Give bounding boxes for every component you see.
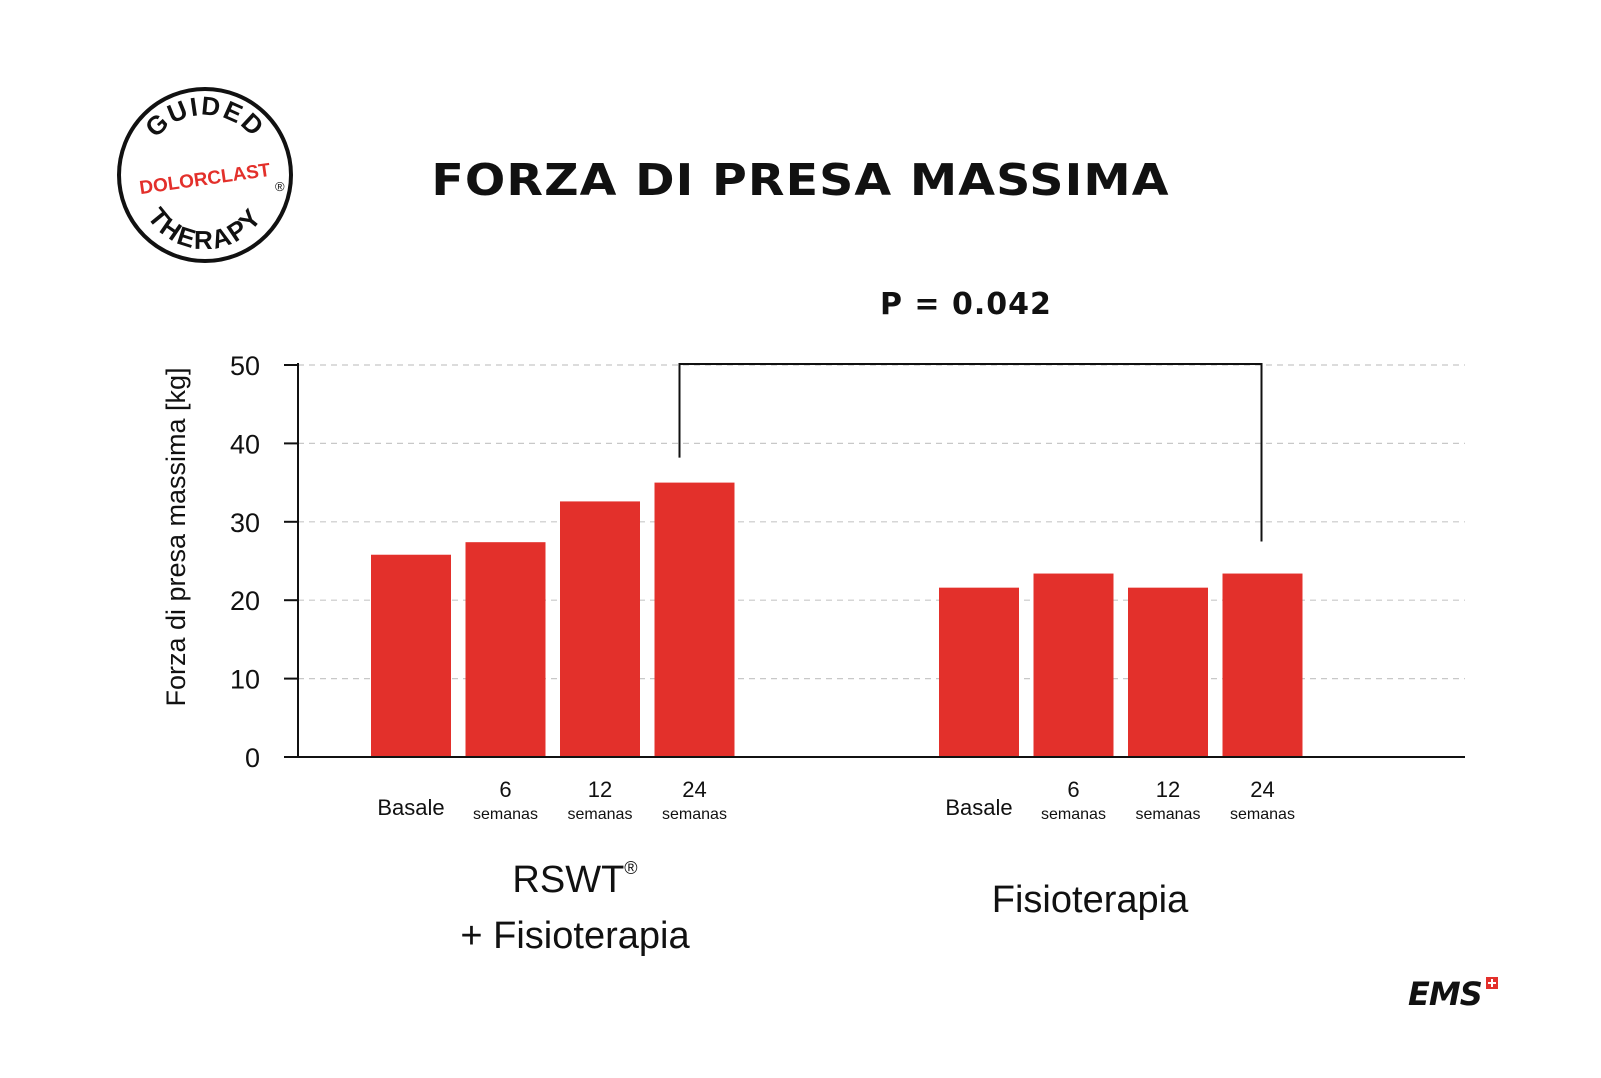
bracket-line	[678, 363, 1263, 542]
guided-dolorclast-therapy-logo: GUIDED DOLORCLAST THERAPY ®	[117, 87, 293, 263]
ems-brand-name: EMS	[1408, 975, 1483, 1013]
swiss-cross-icon	[1485, 977, 1498, 989]
y-ticks: 0 10 20 30 40 50	[230, 351, 298, 773]
x-tick-labels: Basale 6 semanas 12 semanas 24 semanas Basale 6 s…	[377, 777, 1295, 823]
x-tick-label-number: 24	[682, 777, 706, 802]
x-tick-label-unit: semanas	[568, 806, 633, 823]
bar	[560, 501, 640, 757]
x-tick-label-number: 6	[1067, 777, 1079, 802]
registered-mark: ®	[624, 858, 638, 878]
group-label-fisioterapia-line1: Fisioterapia	[991, 879, 1189, 921]
ems-logo: EMS	[1408, 975, 1498, 1013]
chart-title: FORZA DI PRESA MASSIMA	[431, 155, 1170, 206]
x-tick-label-number: 24	[1250, 777, 1274, 802]
group-label-rswt-line1: RSWT	[512, 859, 625, 901]
group-label-rswt: RSWT® + Fisioterapia	[400, 840, 750, 964]
x-tick-label: Basale	[377, 795, 444, 820]
bars	[371, 482, 1303, 757]
bar	[371, 554, 451, 757]
y-tick-label: 40	[230, 429, 260, 459]
x-tick-label-unit: semanas	[473, 806, 538, 823]
group-label-rswt-line2: + Fisioterapia	[460, 915, 690, 957]
y-tick-label: 30	[230, 508, 260, 538]
x-tick-label-unit: semanas	[1230, 806, 1295, 823]
bar	[939, 587, 1019, 757]
group-label-fisioterapia: Fisioterapia	[940, 872, 1240, 928]
axes	[297, 363, 1465, 758]
p-value-annotation: P = 0.042	[880, 287, 1052, 322]
x-tick-label-number: 6	[499, 777, 511, 802]
bar	[1033, 573, 1114, 757]
x-tick-label-unit: semanas	[662, 806, 727, 823]
x-tick-label-number: 12	[1156, 777, 1180, 802]
bar	[1128, 587, 1208, 757]
y-axis-label: Forza di presa massima [kg]	[161, 367, 191, 706]
y-tick-label: 20	[230, 586, 260, 616]
logo-registered: ®	[275, 179, 285, 194]
bar	[1222, 573, 1303, 757]
x-tick-label: Basale	[945, 795, 1012, 820]
y-tick-label: 50	[230, 351, 260, 381]
x-tick-label-number: 12	[588, 777, 612, 802]
bar	[654, 482, 735, 757]
x-tick-label-unit: semanas	[1136, 806, 1201, 823]
y-tick-label: 0	[245, 743, 260, 773]
significance-bracket	[678, 363, 1263, 542]
x-tick-label-unit: semanas	[1041, 806, 1106, 823]
y-tick-label: 10	[230, 665, 260, 695]
bar	[465, 542, 546, 757]
